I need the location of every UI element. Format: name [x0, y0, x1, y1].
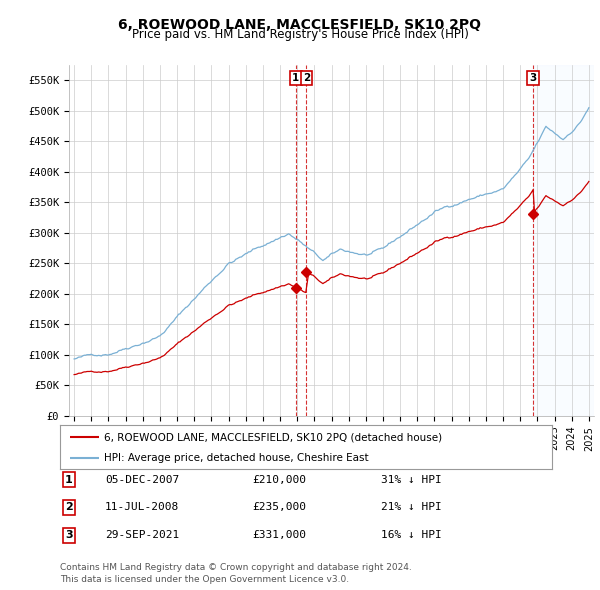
Bar	[533, 65, 594, 416]
Text: 3: 3	[529, 73, 537, 83]
Text: 05-DEC-2007: 05-DEC-2007	[105, 475, 179, 484]
Text: 1: 1	[65, 475, 73, 484]
Text: This data is licensed under the Open Government Licence v3.0.: This data is licensed under the Open Gov…	[60, 575, 349, 584]
Text: 3: 3	[65, 530, 73, 540]
Text: £331,000: £331,000	[252, 530, 306, 540]
Text: 2: 2	[302, 73, 310, 83]
Text: Contains HM Land Registry data © Crown copyright and database right 2024.: Contains HM Land Registry data © Crown c…	[60, 563, 412, 572]
Text: 31% ↓ HPI: 31% ↓ HPI	[381, 475, 442, 484]
Text: 6, ROEWOOD LANE, MACCLESFIELD, SK10 2PQ: 6, ROEWOOD LANE, MACCLESFIELD, SK10 2PQ	[119, 18, 482, 32]
Text: 2: 2	[65, 503, 73, 512]
Text: 21% ↓ HPI: 21% ↓ HPI	[381, 503, 442, 512]
Text: HPI: Average price, detached house, Cheshire East: HPI: Average price, detached house, Ches…	[104, 453, 369, 463]
Text: 16% ↓ HPI: 16% ↓ HPI	[381, 530, 442, 540]
Text: 29-SEP-2021: 29-SEP-2021	[105, 530, 179, 540]
Text: £210,000: £210,000	[252, 475, 306, 484]
Text: 11-JUL-2008: 11-JUL-2008	[105, 503, 179, 512]
Text: 6, ROEWOOD LANE, MACCLESFIELD, SK10 2PQ (detached house): 6, ROEWOOD LANE, MACCLESFIELD, SK10 2PQ …	[104, 432, 442, 442]
Text: Price paid vs. HM Land Registry's House Price Index (HPI): Price paid vs. HM Land Registry's House …	[131, 28, 469, 41]
Text: 1: 1	[292, 73, 299, 83]
Text: £235,000: £235,000	[252, 503, 306, 512]
